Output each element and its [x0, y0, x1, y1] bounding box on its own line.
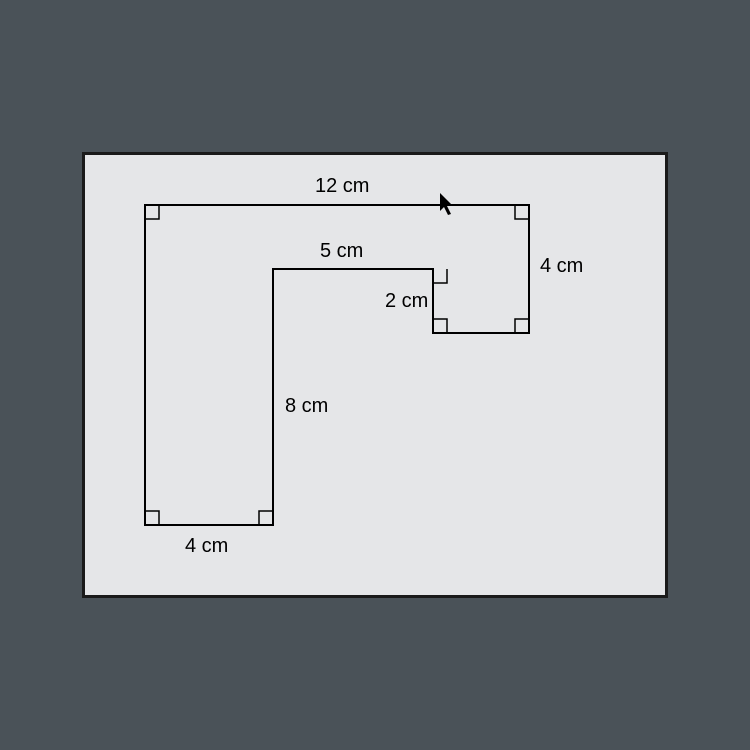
label-inner-top: 5 cm — [320, 240, 363, 263]
right-angle-marker — [433, 269, 447, 283]
label-inner-vertical: 8 cm — [285, 395, 328, 418]
label-right: 4 cm — [540, 255, 583, 278]
right-angle-marker — [515, 205, 529, 219]
right-angle-marker — [433, 319, 447, 333]
right-angle-marker — [515, 319, 529, 333]
geometry-diagram — [85, 155, 665, 595]
right-angle-marker — [145, 511, 159, 525]
right-angle-marker — [259, 511, 273, 525]
label-inner-right: 2 cm — [385, 290, 428, 313]
diagram-frame: 12 cm 5 cm 4 cm 2 cm 8 cm 4 cm — [82, 152, 668, 598]
label-top: 12 cm — [315, 175, 369, 198]
label-bottom: 4 cm — [185, 535, 228, 558]
right-angle-marker — [145, 205, 159, 219]
